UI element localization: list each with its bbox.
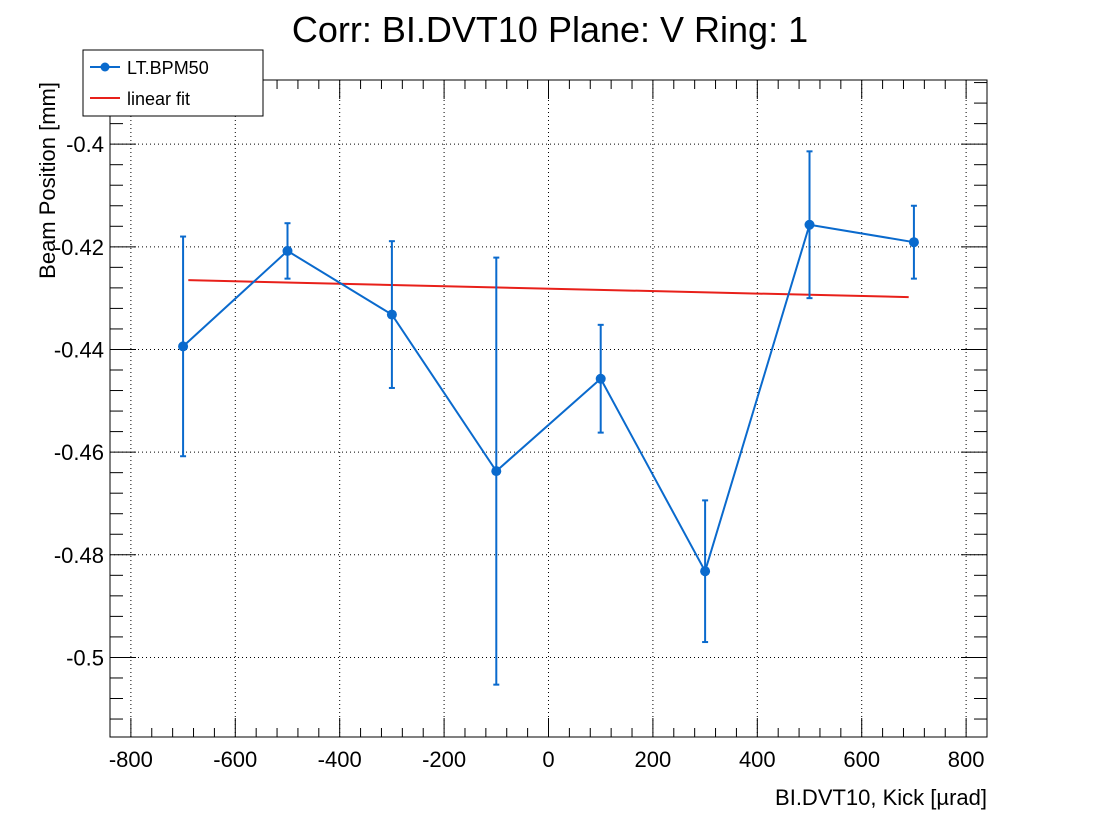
x-axis-label: BI.DVT10, Kick [µrad] <box>775 785 987 810</box>
legend-label-fit: linear fit <box>127 89 190 109</box>
x-tick-label: 600 <box>843 747 880 772</box>
y-tick-label: -0.48 <box>54 543 104 568</box>
legend-marker-bpm <box>100 62 110 72</box>
data-point <box>491 466 502 477</box>
data-point <box>804 219 815 230</box>
tick-label-layer: -800 -600 -400 -200 0 200 400 600 800 -0.5 -0.48 -0… <box>54 132 985 772</box>
data-point <box>178 341 189 352</box>
series-layer <box>178 150 919 686</box>
y-tick-label: -0.46 <box>54 440 104 465</box>
x-tick-label: 400 <box>739 747 776 772</box>
grid-layer <box>110 80 987 737</box>
y-tick-label: -0.44 <box>54 337 104 362</box>
x-tick-label: -400 <box>318 747 362 772</box>
x-tick-label: 800 <box>948 747 985 772</box>
data-point <box>700 566 711 577</box>
y-tick-label: -0.42 <box>54 235 104 260</box>
chart-title: Corr: BI.DVT10 Plane: V Ring: 1 <box>292 9 808 50</box>
legend-label-bpm: LT.BPM50 <box>127 58 209 78</box>
x-tick-label: -800 <box>109 747 153 772</box>
data-point <box>282 245 293 256</box>
plot-frame <box>109 79 988 738</box>
series-line <box>182 223 915 574</box>
legend-box <box>82 49 264 117</box>
data-point <box>908 237 919 248</box>
y-tick-label: -0.5 <box>66 645 104 670</box>
x-tick-label: 0 <box>542 747 554 772</box>
data-point <box>386 309 397 320</box>
x-tick-label: -600 <box>213 747 257 772</box>
legend: LT.BPM50 linear fit <box>82 49 264 117</box>
x-tick-label: 200 <box>635 747 672 772</box>
data-point <box>595 373 606 384</box>
x-tick-label: -200 <box>422 747 466 772</box>
y-tick-label: -0.4 <box>66 132 104 157</box>
y-axis-label: Beam Position [mm] <box>35 82 60 279</box>
